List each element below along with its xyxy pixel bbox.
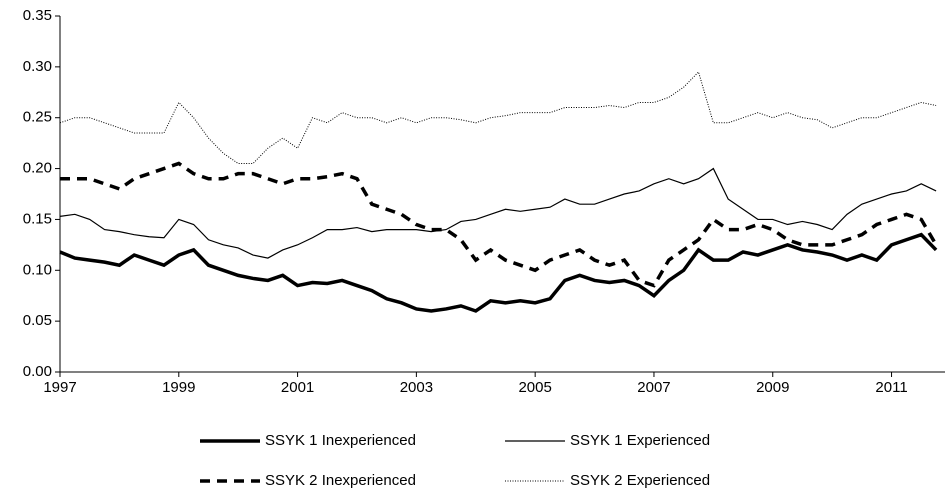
y-tick-label: 0.35 — [23, 7, 52, 24]
series-line — [59, 232, 938, 313]
x-tick-label: 2009 — [756, 379, 789, 396]
x-tick-label: 1999 — [162, 379, 195, 396]
x-tick-label: 2011 — [875, 379, 907, 396]
y-tick-label: 0.00 — [23, 363, 52, 380]
x-tick-label: 2007 — [637, 379, 670, 396]
legend-label: SSYK 2 Experienced — [570, 472, 710, 489]
legend-label: SSYK 1 Inexperienced — [265, 432, 416, 449]
legend-label: SSYK 1 Experienced — [570, 432, 710, 449]
y-tick-label: 0.10 — [23, 261, 52, 278]
series-line — [59, 167, 937, 259]
series-line — [60, 161, 938, 288]
y-tick-label: 0.15 — [23, 210, 52, 227]
y-tick-label: 0.25 — [23, 109, 52, 126]
x-tick-label: 2001 — [281, 379, 314, 396]
x-tick-label: 1997 — [43, 379, 76, 396]
x-tick-label: 2005 — [518, 379, 551, 396]
y-tick-label: 0.05 — [23, 312, 52, 329]
legend-label: SSYK 2 Inexperienced — [265, 472, 416, 489]
y-tick-label: 0.20 — [23, 160, 52, 177]
x-tick-label: 2003 — [400, 379, 433, 396]
series-line — [59, 70, 937, 164]
y-tick-label: 0.30 — [23, 58, 52, 75]
